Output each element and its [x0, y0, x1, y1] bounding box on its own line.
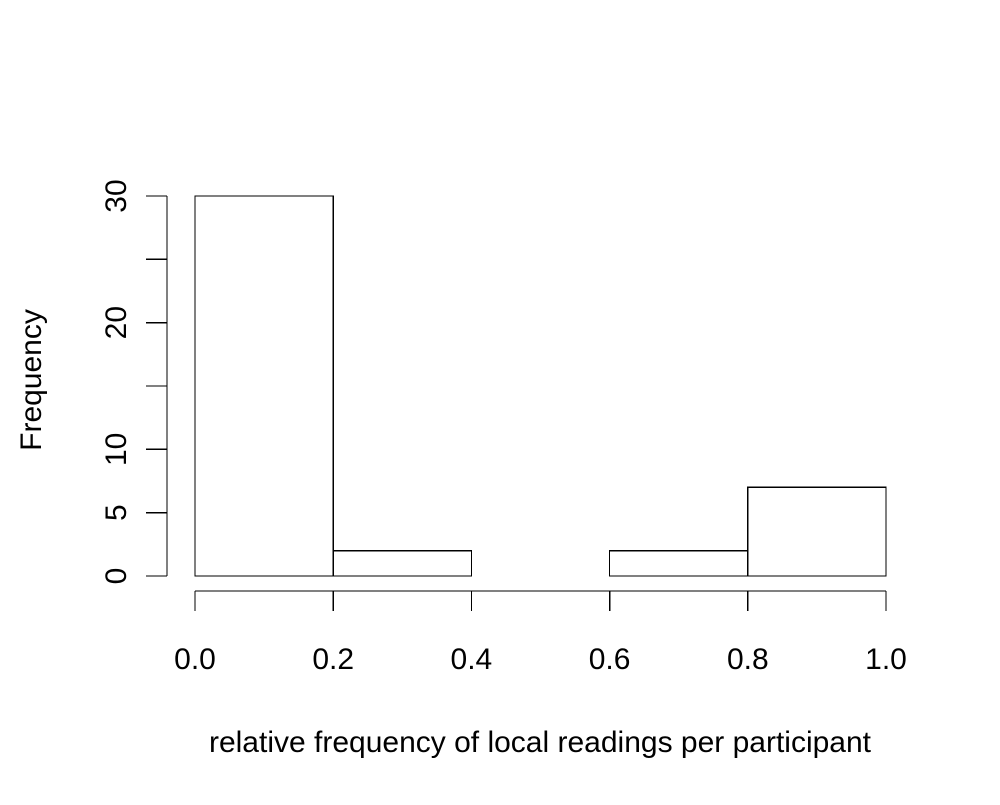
x-tick-label-3: 0.6 — [589, 643, 631, 676]
x-tick-label-4: 0.8 — [727, 643, 769, 676]
y-tick-label-2: 10 — [100, 433, 133, 466]
y-tick-label-0: 0 — [100, 568, 133, 585]
y-tick-label-1: 5 — [100, 504, 133, 521]
y-axis-title: Frequency — [15, 309, 48, 451]
histogram-bar-1 — [332, 550, 473, 577]
x-tick-label-0: 0.0 — [174, 643, 216, 676]
x-tick-label-5: 1.0 — [865, 643, 907, 676]
y-tick-label-6: 30 — [100, 179, 133, 212]
x-axis-title: relative frequency of local readings per… — [209, 726, 872, 759]
histogram-bars — [194, 195, 887, 577]
x-tick-label-1: 0.2 — [312, 643, 354, 676]
y-tick-label-4: 20 — [100, 306, 133, 339]
histogram-bar-0 — [194, 195, 334, 577]
y-axis: 0 5 10 20 30 — [100, 179, 168, 585]
histogram-bar-3 — [608, 550, 749, 577]
x-axis: 0.0 0.2 0.4 0.6 0.8 1.0 — [174, 590, 907, 676]
histogram-bar-4 — [747, 486, 887, 577]
x-tick-label-2: 0.4 — [451, 643, 493, 676]
